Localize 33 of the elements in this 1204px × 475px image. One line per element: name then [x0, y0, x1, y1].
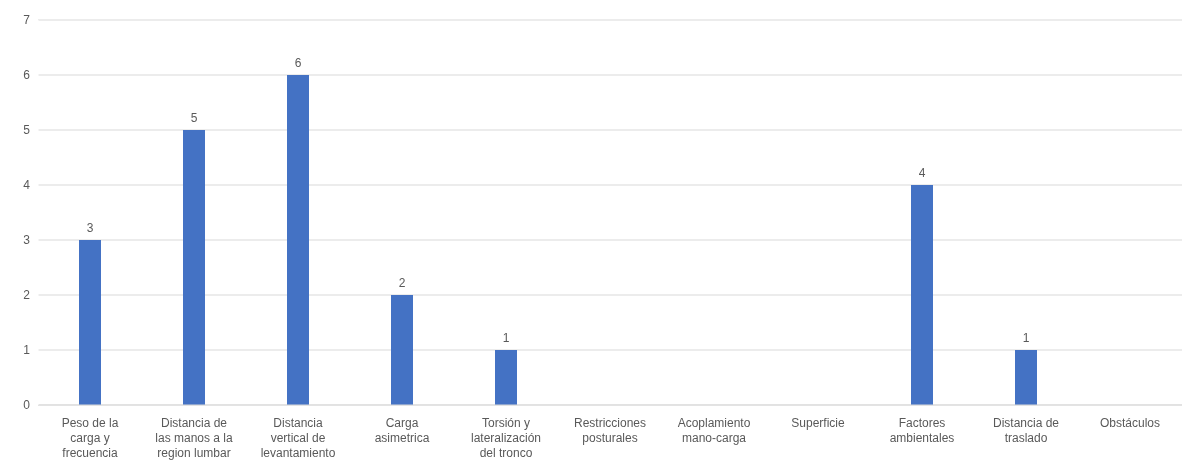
- bar: [495, 350, 517, 405]
- x-tick-label: Acoplamiento mano-carga: [677, 416, 751, 445]
- x-tick-label: Peso de la carga y frecuencia: [61, 416, 119, 460]
- data-label: 3: [86, 221, 94, 235]
- x-tick-label: Superficie: [791, 416, 845, 430]
- x-tick-label: Carga asimetrica: [374, 416, 430, 445]
- bar: [911, 185, 933, 405]
- y-tick-label: 0: [23, 398, 31, 413]
- data-label: 6: [294, 56, 302, 70]
- y-tick-label: 7: [23, 13, 31, 28]
- data-label: 2: [398, 276, 406, 290]
- x-tick-label: Obstáculos: [1099, 416, 1161, 430]
- y-tick-label: 5: [23, 123, 31, 138]
- x-tick-label: Distancia de las manos a la region lumbar: [155, 416, 234, 460]
- data-label: 5: [190, 111, 198, 125]
- data-label: 4: [918, 166, 926, 180]
- y-tick-label: 3: [23, 233, 31, 248]
- bar: [79, 240, 101, 405]
- bar: [391, 295, 413, 405]
- y-tick-label: 4: [23, 178, 31, 193]
- data-label: 1: [1022, 331, 1030, 345]
- x-tick-label: Distancia de traslado: [992, 416, 1060, 445]
- bar: [287, 75, 309, 405]
- y-tick-label: 2: [23, 288, 31, 303]
- x-tick-label: Factores ambientales: [889, 416, 955, 445]
- x-tick-label: Torsión y lateralización del tronco: [470, 416, 542, 460]
- bar: [1015, 350, 1037, 405]
- x-tick-label: Distancia vertical de levantamiento: [260, 416, 336, 460]
- x-tick-label: Restricciones posturales: [573, 416, 647, 445]
- data-label: 1: [502, 331, 510, 345]
- y-tick-label: 1: [23, 343, 31, 358]
- y-tick-label: 6: [23, 68, 31, 83]
- bar: [183, 130, 205, 405]
